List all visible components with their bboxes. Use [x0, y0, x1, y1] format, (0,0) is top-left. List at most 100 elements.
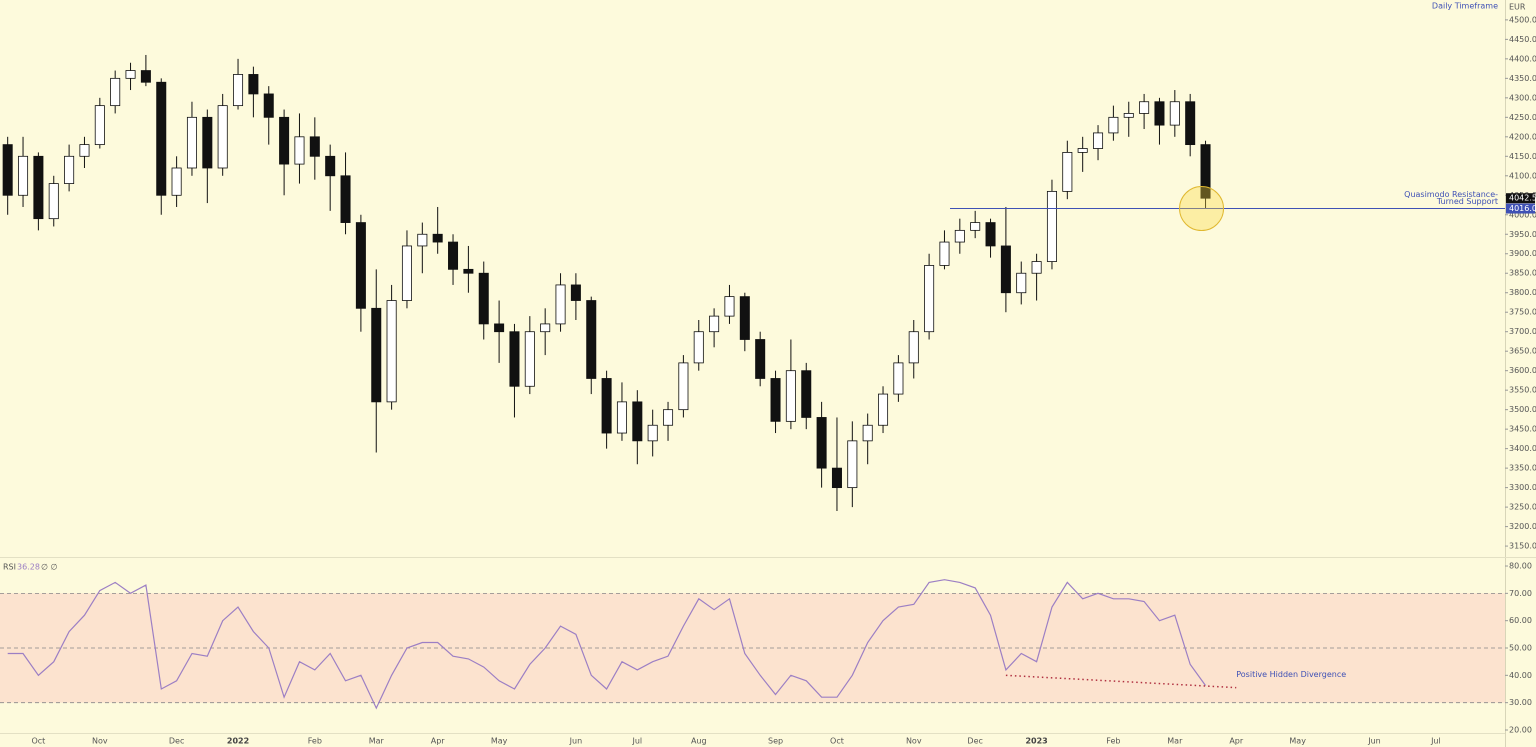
y-tick-label: 4200.0	[1509, 132, 1536, 141]
candle-body	[355, 222, 366, 309]
x-tick-label: Apr	[1229, 737, 1244, 746]
candle-body	[417, 233, 428, 247]
candle-body	[1200, 144, 1211, 199]
candle-body	[202, 116, 213, 169]
y-tick-label: 3700.0	[1509, 327, 1536, 336]
y-tick-label: 3300.0	[1509, 483, 1536, 492]
y-tick-label: 40.00	[1509, 671, 1532, 680]
y-tick-label: 4350.0	[1509, 74, 1536, 83]
y-tick-label: 3850.0	[1509, 269, 1536, 278]
candle-body	[1031, 261, 1042, 274]
y-tick-label: 4150.0	[1509, 152, 1536, 161]
candle-body	[693, 331, 704, 364]
candle-body	[448, 241, 459, 270]
currency: EUR	[1509, 3, 1526, 12]
y-tick-label: 3600.0	[1509, 366, 1536, 375]
candle-body	[494, 323, 505, 333]
candle-body	[1123, 113, 1134, 118]
candle-body	[1016, 272, 1027, 294]
x-tick-label: Jul	[631, 737, 642, 746]
y-tick-label: 3650.0	[1509, 347, 1536, 356]
candle-body	[94, 105, 105, 146]
candle-body	[125, 70, 136, 79]
x-tick-label: 2023	[1025, 737, 1047, 746]
y-tick-label: 60.00	[1509, 616, 1532, 625]
support-price-box	[1506, 203, 1535, 214]
x-tick-label: Jul	[1430, 737, 1441, 746]
candle-body	[1108, 116, 1119, 134]
candle-body	[1046, 190, 1057, 262]
y-tick-label: 3900.0	[1509, 249, 1536, 258]
x-tick-label: Mar	[369, 737, 385, 746]
x-tick-label: 2022	[227, 737, 249, 746]
y-tick-label: 3500.0	[1509, 405, 1536, 414]
y-tick-label: 3550.0	[1509, 386, 1536, 395]
y-tick-label: 20.00	[1509, 725, 1532, 734]
candle-body	[816, 417, 827, 469]
candle-body	[478, 272, 489, 325]
candle-body	[739, 296, 750, 340]
x-tick-label: Oct	[830, 737, 844, 746]
candle-body	[186, 116, 197, 169]
x-tick-label: Dec	[967, 737, 982, 746]
y-tick-label: 3800.0	[1509, 288, 1536, 297]
y-tick-label: 4300.0	[1509, 93, 1536, 102]
candle-body	[924, 265, 935, 333]
candle-body	[18, 155, 29, 196]
candle-body	[263, 93, 274, 118]
candle-body	[616, 401, 627, 434]
candle-body	[1185, 101, 1196, 146]
x-tick-label: Nov	[92, 737, 108, 746]
timeframe: Daily Timeframe	[1432, 2, 1498, 11]
candle-body	[1093, 132, 1104, 149]
candle-body	[386, 300, 397, 403]
x-tick-label: Feb	[308, 737, 322, 746]
candle-body	[432, 233, 443, 243]
candle-body	[709, 315, 720, 333]
rsi-name: RSI	[3, 563, 16, 572]
candle-body	[1154, 101, 1165, 126]
y-tick-label: 70.00	[1509, 589, 1532, 598]
candle-body	[939, 241, 950, 266]
x-tick-label: Apr	[431, 737, 446, 746]
candle-body	[1169, 101, 1180, 126]
rsi-line	[7, 579, 1206, 710]
candle-body	[785, 370, 796, 422]
last-price-label: 4042.5	[1509, 194, 1536, 203]
y-tick-label: 50.00	[1509, 644, 1532, 653]
candle-body	[217, 105, 228, 169]
candle-body	[632, 401, 643, 442]
candle-body	[893, 362, 904, 395]
candle-body	[908, 331, 919, 364]
x-tick-label: Feb	[1106, 737, 1120, 746]
candle-body	[463, 268, 474, 274]
y-tick-label: 80.00	[1509, 562, 1532, 571]
candle-body	[985, 222, 996, 247]
candle-body	[755, 339, 766, 379]
x-tick-label: May	[491, 737, 508, 746]
candle-body	[770, 378, 781, 422]
candle-body	[2, 144, 13, 196]
candle-body	[294, 136, 305, 165]
candle-body	[171, 167, 182, 196]
y-tick-label: 3350.0	[1509, 464, 1536, 473]
x-tick-label: Mar	[1167, 737, 1183, 746]
candle-body	[724, 296, 735, 317]
y-tick-label: 4450.0	[1509, 35, 1536, 44]
candle-body	[878, 393, 889, 426]
candle-body	[140, 70, 151, 83]
x-tick-label: Oct	[31, 737, 45, 746]
y-tick-label: 3200.0	[1509, 522, 1536, 531]
candle-body	[401, 245, 412, 301]
candle-body	[647, 424, 658, 442]
candle-body	[801, 370, 812, 418]
y-tick-label: 4100.0	[1509, 171, 1536, 180]
candle-body	[1139, 101, 1150, 114]
candle-body	[309, 136, 320, 157]
last-price-box	[1506, 193, 1535, 204]
y-tick-label: 3950.0	[1509, 230, 1536, 239]
y-tick-label: 4250.0	[1509, 113, 1536, 122]
support-annotation: Turned Support	[1436, 197, 1498, 206]
